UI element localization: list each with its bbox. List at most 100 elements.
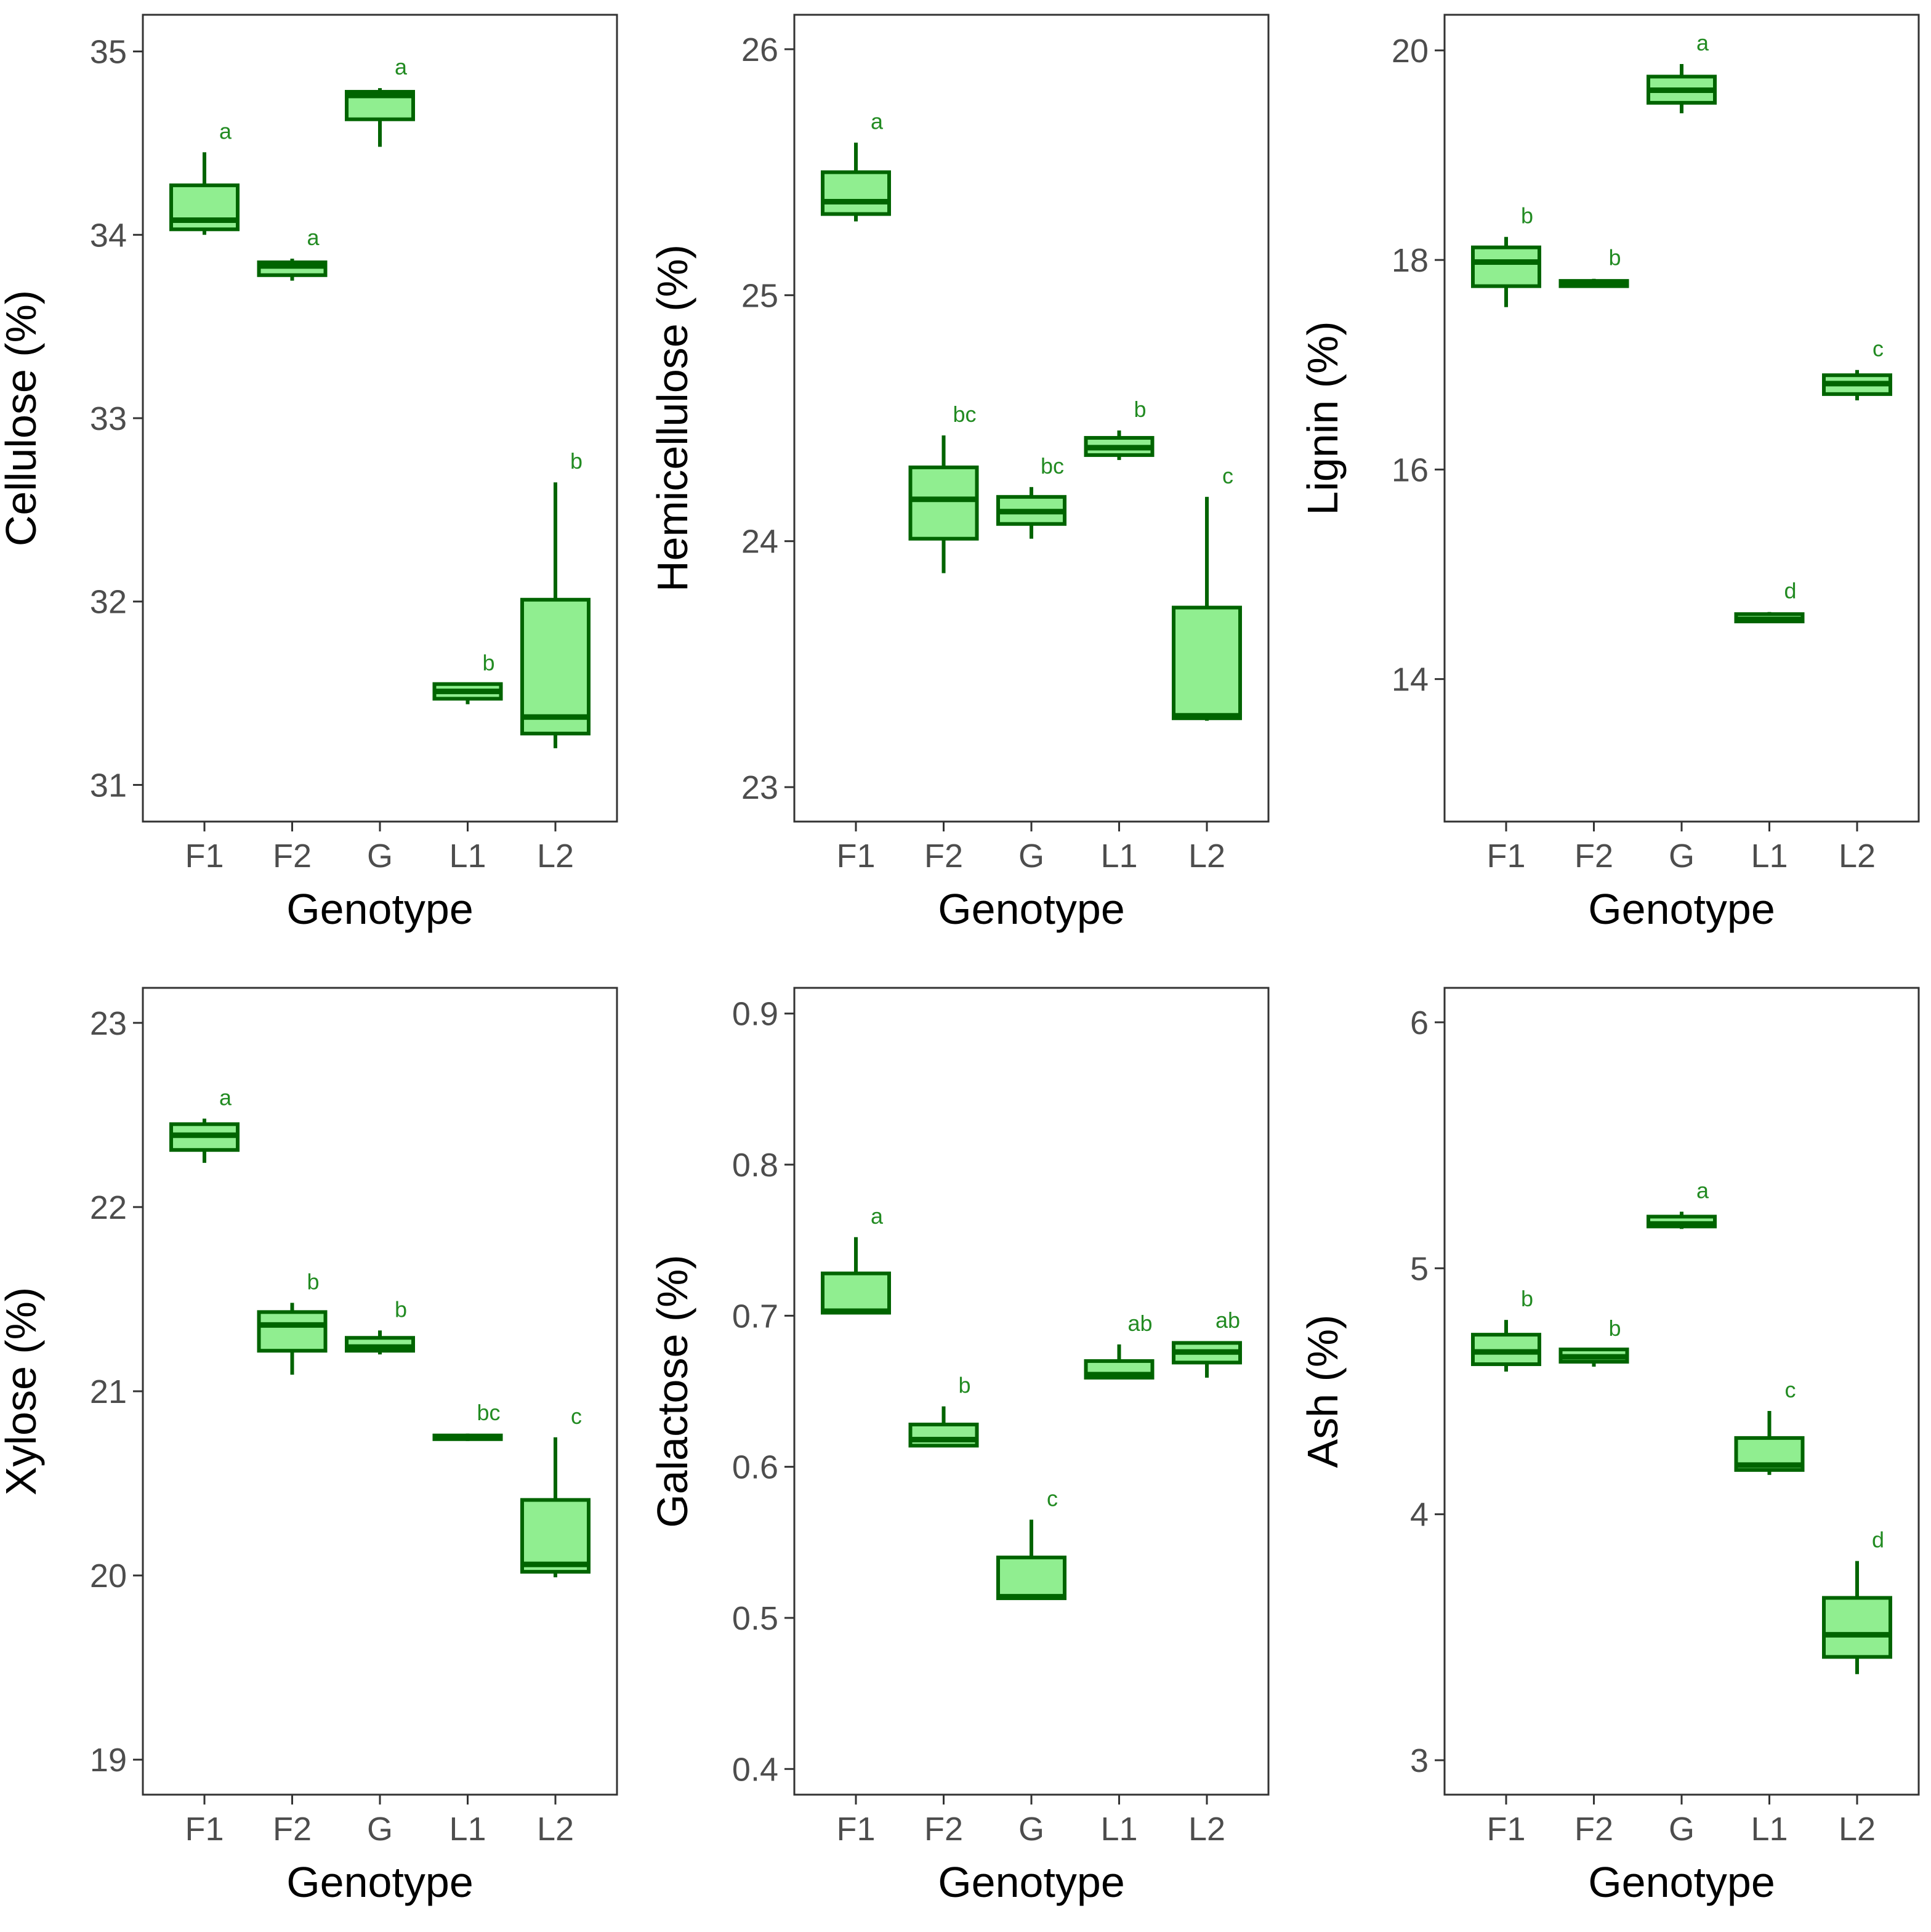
iqr-box <box>821 1271 891 1315</box>
iqr-box <box>996 1555 1066 1601</box>
group-letter: bc <box>477 1400 500 1425</box>
iqr-box <box>821 170 891 216</box>
box-l2: ab <box>1172 1308 1242 1378</box>
x-tick-label-f2: F2 <box>273 838 312 875</box>
box-f2: bc <box>908 402 979 573</box>
group-letter: b <box>1608 1316 1621 1341</box>
y-tick-label: 24 <box>741 523 778 560</box>
group-letter: ab <box>1127 1311 1152 1336</box>
y-tick-label: 4 <box>1410 1497 1429 1534</box>
y-axis-title: Galactose (%) <box>648 1255 696 1527</box>
group-letter: b <box>1521 203 1533 228</box>
x-tick-label-l2: L2 <box>1188 1811 1225 1848</box>
box-l1: d <box>1734 578 1805 624</box>
group-letter: a <box>871 109 884 134</box>
group-letter: b <box>1608 245 1621 270</box>
x-tick-label-l1: L1 <box>1751 1811 1788 1848</box>
box-f1: b <box>1471 203 1541 307</box>
x-axis-title: Genotype <box>286 1858 474 1906</box>
box-l2: d <box>1822 1527 1892 1675</box>
y-tick-label: 20 <box>90 1558 127 1595</box>
group-letter: b <box>307 1269 319 1294</box>
y-tick-label: 34 <box>90 217 127 254</box>
y-tick-label: 0.8 <box>732 1147 778 1184</box>
group-letter: a <box>219 1085 232 1110</box>
group-letter: d <box>1784 578 1796 604</box>
x-tick-label-f2: F2 <box>273 1811 312 1848</box>
x-axis-title: Genotype <box>286 885 474 933</box>
box-l2: c <box>1822 336 1892 401</box>
box-f1: a <box>821 109 891 222</box>
x-tick-label-f1: F1 <box>1486 1811 1525 1848</box>
box-g: b <box>345 1296 415 1355</box>
y-axis-title: Hemicellulose (%) <box>648 245 696 592</box>
box-f2: a <box>257 225 328 281</box>
iqr-box <box>520 597 591 736</box>
y-tick-label: 5 <box>1410 1250 1429 1287</box>
plot-frame <box>1443 14 1920 823</box>
box-l1: b <box>1084 397 1155 460</box>
box-f1: a <box>169 1085 240 1163</box>
group-letter: ab <box>1215 1308 1240 1333</box>
y-tick-label: 6 <box>1410 1004 1429 1041</box>
group-letter: a <box>1696 1178 1709 1203</box>
x-tick-label-l1: L1 <box>449 838 486 875</box>
y-axis-title: Lignin (%) <box>1299 321 1347 515</box>
plot-frame <box>793 987 1270 1796</box>
y-tick-label: 20 <box>1392 33 1429 70</box>
x-tick-label-f1: F1 <box>836 838 875 875</box>
group-letter: b <box>482 650 494 676</box>
group-letter: b <box>958 1373 970 1398</box>
box-l1: c <box>1734 1377 1805 1475</box>
group-letter: c <box>1222 463 1233 488</box>
x-tick-label-l2: L2 <box>1839 838 1876 875</box>
box-l2: c <box>520 1404 591 1578</box>
y-tick-label: 3 <box>1410 1742 1429 1779</box>
box-f1: a <box>169 118 240 235</box>
panel-4: 19 20 21 22 23 F1 F2 G L1 L2 Genotype Xylose (%) a b b… <box>0 987 618 1906</box>
panel-3: 14 16 18 20 F1 F2 G L1 L2 Genotype Lignin (%) b b a d c <box>1299 14 1920 933</box>
x-tick-label-g: G <box>367 838 393 875</box>
box-l2: b <box>520 448 591 748</box>
iqr-box <box>908 1422 979 1448</box>
x-tick-label-g: G <box>1669 838 1695 875</box>
box-g: a <box>1647 1178 1717 1229</box>
y-axis-title: Ash (%) <box>1299 1315 1347 1468</box>
group-letter: b <box>1134 397 1146 422</box>
box-g: c <box>996 1486 1066 1601</box>
iqr-box <box>520 1498 591 1574</box>
plot-frame <box>1443 987 1920 1796</box>
x-tick-label-f2: F2 <box>924 838 963 875</box>
box-f2: b <box>1558 1316 1629 1367</box>
box-l1: ab <box>1084 1311 1155 1380</box>
group-letter: b <box>570 448 583 474</box>
x-tick-label-g: G <box>367 1811 393 1848</box>
box-g: bc <box>996 453 1066 539</box>
panel-6: 3 4 5 6 F1 F2 G L1 L2 Genotype Ash (%) b b a c d <box>1299 987 1920 1906</box>
group-letter: a <box>219 118 232 143</box>
x-tick-label-l2: L2 <box>537 1811 574 1848</box>
y-tick-label: 26 <box>741 31 778 68</box>
y-tick-label: 16 <box>1392 451 1429 488</box>
x-tick-label-f2: F2 <box>924 1811 963 1848</box>
plot-frame <box>142 987 618 1796</box>
box-f1: b <box>1471 1286 1541 1372</box>
x-tick-label-l1: L1 <box>449 1811 486 1848</box>
y-tick-label: 0.4 <box>732 1751 778 1788</box>
box-f2: b <box>908 1373 979 1448</box>
group-letter: a <box>395 54 408 79</box>
group-letter: a <box>1696 30 1709 55</box>
x-tick-label-f1: F1 <box>1486 838 1525 875</box>
group-letter: c <box>1873 336 1884 362</box>
box-f2: b <box>257 1269 328 1375</box>
y-tick-label: 14 <box>1392 661 1429 698</box>
group-letter: b <box>1521 1286 1533 1311</box>
group-letter: d <box>1872 1527 1884 1553</box>
box-g: a <box>345 54 415 147</box>
group-letter: bc <box>1041 453 1064 479</box>
y-tick-label: 0.5 <box>732 1600 778 1637</box>
y-tick-label: 32 <box>90 584 127 621</box>
x-tick-label-f1: F1 <box>185 838 224 875</box>
panel-1: 31 32 33 34 35 F1 F2 G L1 L2 Genotype Cellulose (%)… <box>0 14 618 933</box>
